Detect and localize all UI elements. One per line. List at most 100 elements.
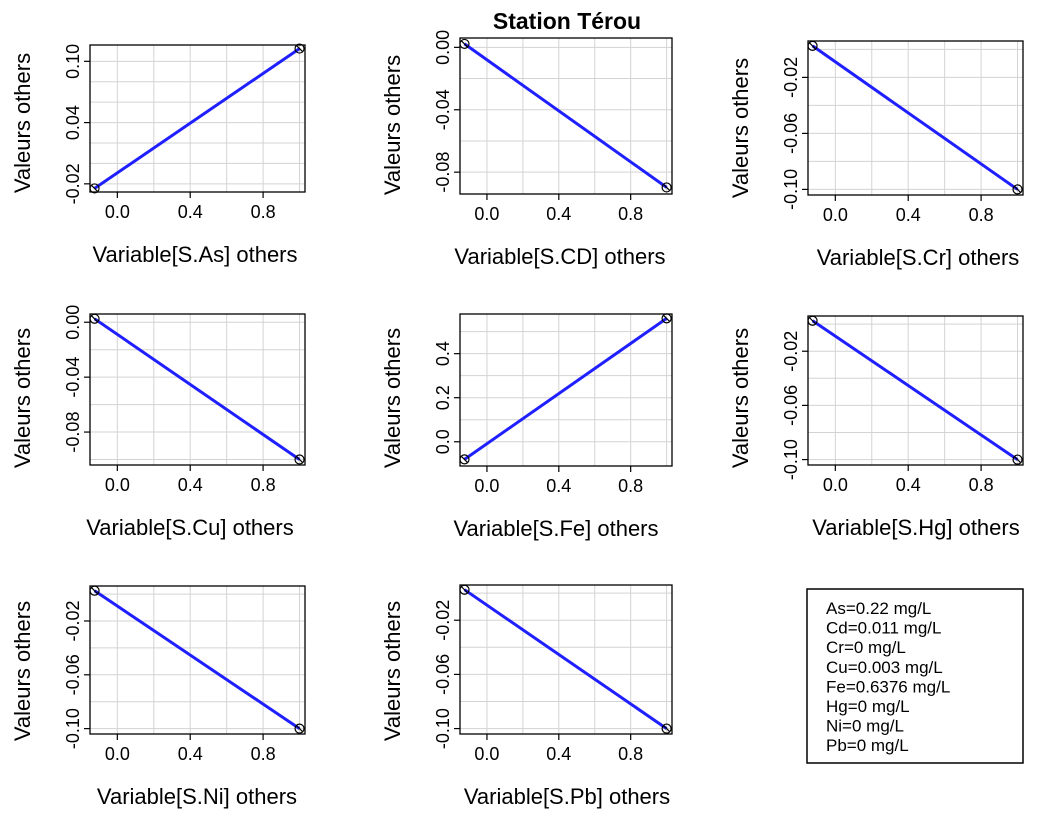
plot-frame: [89, 313, 306, 466]
panel-8: 0.0 0.4 0.8 -0.02 -0.06 -0.10 Variable[S.Pb] o…: [380, 584, 673, 809]
data-point: [294, 723, 305, 734]
data-point-cross: [809, 42, 816, 50]
data-point-cross: [809, 317, 816, 325]
series-line: [811, 319, 1019, 461]
x-axis-label: Variable[S.Pb] others: [464, 784, 670, 809]
series-line: [463, 588, 668, 730]
concentration-entry: Cr=0 mg/L: [826, 638, 906, 657]
data-point: [1012, 184, 1023, 195]
x-tick-label: 0.8: [251, 744, 276, 764]
x-tick-label: 0.4: [896, 475, 921, 495]
series-line: [463, 42, 668, 189]
concentration-entry: As=0.22 mg/L: [826, 599, 931, 618]
x-axis-label: Variable[S.Fe] others: [453, 516, 658, 541]
x-axis-label: Variable[S.Cr] others: [817, 245, 1020, 270]
plot-frame: [459, 37, 673, 195]
data-point-cross: [461, 455, 468, 463]
data-point-cross: [91, 315, 98, 323]
x-tick-label: 0.4: [178, 202, 203, 222]
y-tick-label: 0.2: [433, 385, 453, 410]
y-axis-label: Valeurs others: [10, 328, 35, 468]
y-axis-label: Valeurs others: [380, 601, 405, 741]
y-tick-label: -0.10: [433, 708, 453, 749]
concentration-entry: Hg=0 mg/L: [826, 697, 910, 716]
data-point: [1012, 454, 1023, 465]
x-tick-label: 0.8: [251, 202, 276, 222]
data-point-cross: [1014, 456, 1021, 464]
concentration-entry: Cu=0.003 mg/L: [826, 658, 943, 677]
y-tick-label: -0.08: [433, 152, 453, 193]
x-tick-label: 0.8: [618, 744, 643, 764]
y-tick-label: -0.02: [781, 331, 801, 372]
x-tick-label: 0.0: [105, 744, 130, 764]
panels: 0.0 0.4 0.8 -0.02 0.04 0.10 Variable[S.As] oth…: [10, 30, 1024, 809]
plot-frame: [807, 40, 1024, 196]
x-tick-label: 0.8: [618, 476, 643, 496]
y-tick-label: -0.06: [63, 654, 83, 695]
data-point: [661, 723, 672, 734]
x-axis-label: Variable[S.Hg] others: [812, 515, 1019, 540]
y-tick-label: 0.04: [63, 105, 83, 140]
x-tick-label: 0.4: [896, 205, 921, 225]
data-point: [459, 454, 470, 465]
y-tick-label: -0.04: [63, 357, 83, 398]
y-tick-label: -0.10: [781, 439, 801, 480]
y-tick-label: -0.04: [433, 89, 453, 130]
y-tick-label: -0.02: [781, 57, 801, 98]
y-tick-label: -0.06: [781, 113, 801, 154]
panel-2: 0.0 0.4 0.8 0.00 -0.04 -0.08 Variable[S.CD] ot…: [380, 30, 673, 269]
y-tick-label: -0.06: [433, 654, 453, 695]
x-tick-label: 0.4: [178, 744, 203, 764]
data-point-cross: [296, 456, 303, 463]
data-point: [294, 43, 305, 54]
y-tick-label: -0.02: [433, 600, 453, 641]
y-axis-label: Valeurs others: [10, 53, 35, 193]
x-tick-label: 0.0: [474, 476, 499, 496]
figure-title: Station Térou: [493, 8, 641, 34]
series-line: [811, 44, 1019, 191]
x-tick-label: 0.4: [546, 476, 571, 496]
series-line: [463, 317, 668, 461]
data-point-cross: [663, 314, 671, 322]
data-point: [89, 313, 100, 324]
concentration-entry: Pb=0 mg/L: [826, 736, 909, 755]
data-point-cross: [461, 40, 468, 48]
panel-4: 0.0 0.4 0.8 0.00 -0.04 -0.08 Variable[S.Cu] ot…: [10, 305, 306, 540]
panel-7: 0.0 0.4 0.8 -0.02 -0.06 -0.10 Variable[S.Ni] o…: [10, 585, 306, 809]
data-point: [89, 183, 100, 194]
y-tick-label: -0.10: [63, 708, 83, 749]
data-point: [807, 315, 818, 326]
series-line: [93, 589, 301, 730]
x-tick-label: 0.8: [251, 475, 276, 495]
plot-frame: [89, 585, 306, 735]
y-axis-label: Valeurs others: [380, 55, 405, 195]
data-point-cross: [1014, 185, 1021, 193]
x-tick-label: 0.4: [546, 744, 571, 764]
x-tick-label: 0.8: [969, 205, 994, 225]
data-point: [459, 584, 470, 595]
x-tick-label: 0.0: [474, 744, 499, 764]
y-tick-label: -0.10: [781, 169, 801, 210]
plot-frame: [807, 315, 1024, 466]
plot-frame: [459, 313, 673, 467]
data-point-cross: [663, 184, 671, 191]
data-point: [661, 313, 672, 324]
data-point-cross: [91, 587, 98, 595]
data-point-cross: [663, 725, 671, 733]
x-tick-label: 0.4: [546, 204, 571, 224]
y-tick-label: -0.02: [63, 600, 83, 641]
concentration-entry: Ni=0 mg/L: [826, 717, 904, 736]
x-tick-label: 0.0: [105, 475, 130, 495]
y-tick-label: 0.4: [433, 341, 453, 366]
x-axis-label: Variable[S.As] others: [92, 242, 297, 267]
data-point: [807, 40, 818, 52]
data-point: [459, 38, 470, 50]
x-tick-label: 0.0: [823, 205, 848, 225]
y-axis-label: Valeurs others: [728, 328, 753, 468]
y-tick-label: -0.02: [63, 163, 83, 204]
data-point-cross: [91, 185, 98, 192]
series-line: [93, 317, 301, 461]
y-axis-label: Valeurs others: [10, 601, 35, 741]
concentrations-box-frame: [806, 588, 1024, 764]
